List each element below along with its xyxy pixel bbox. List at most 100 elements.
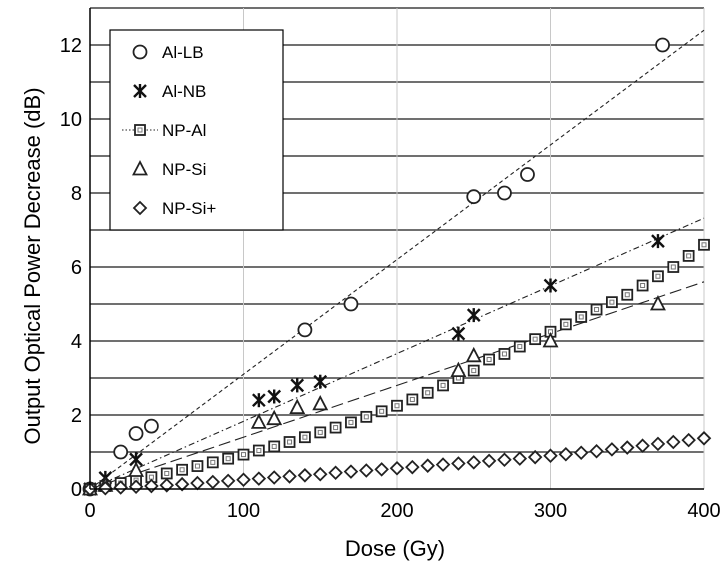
trend-line-np-si — [89, 281, 705, 490]
point-np-si — [289, 398, 306, 415]
point-np-al — [636, 279, 649, 292]
y-tick-label: 2 — [71, 405, 82, 427]
trend-lines — [89, 29, 705, 490]
y-tick-label: 6 — [71, 257, 82, 279]
point-al-lb — [128, 426, 144, 441]
legend-label-np-al: NP-Al — [162, 121, 206, 140]
point-np-al-inner — [701, 242, 707, 248]
point-np-si- — [589, 443, 604, 459]
point-np-al-inner — [594, 307, 600, 313]
point-np-al-inner — [333, 425, 339, 431]
point-np-al — [437, 379, 449, 392]
point-np-si- — [435, 457, 451, 472]
point-np-al — [268, 440, 281, 453]
legend-label-al-nb: Al-NB — [162, 82, 206, 101]
point-np-al-inner — [517, 344, 523, 350]
legend: Al-LB Al-NB NP-Al NP-Si NP-Si+ — [109, 29, 284, 231]
point-np-al — [345, 416, 357, 429]
point-np-si- — [297, 468, 313, 483]
point-np-al — [406, 393, 419, 406]
x-axis-title: Dose (Gy) — [345, 536, 445, 561]
point-np-si- — [681, 432, 696, 448]
x-tick-label: 200 — [380, 500, 413, 522]
point-np-al — [606, 296, 618, 309]
point-np-al-inner — [532, 336, 538, 342]
point-al-lb — [466, 189, 482, 205]
point-np-al — [329, 421, 342, 434]
point-np-al-inner — [563, 321, 569, 327]
point-np-al — [467, 364, 480, 377]
point-al-lb — [297, 322, 313, 338]
point-np-al-inner — [287, 439, 293, 445]
series-np-si — [82, 295, 666, 496]
point-np-si- — [205, 474, 221, 490]
point-np-al — [252, 444, 265, 457]
point-np-si- — [543, 448, 558, 463]
x-tick-label: 300 — [534, 500, 567, 522]
point-np-al-inner — [609, 299, 615, 305]
trend-line-al-lb — [89, 29, 705, 490]
point-np-si- — [236, 472, 251, 488]
point-al-lb — [343, 296, 359, 312]
point-np-si- — [696, 431, 712, 446]
point-np-al-inner — [225, 456, 231, 462]
point-np-al-inner — [379, 408, 385, 414]
point-al-lb — [655, 37, 670, 53]
point-al-nb — [466, 308, 481, 323]
point-np-si- — [604, 442, 620, 457]
point-np-si- — [497, 452, 512, 468]
point-np-al-inner — [686, 253, 692, 259]
point-np-si- — [359, 463, 374, 478]
point-np-al — [421, 386, 434, 399]
point-np-al — [360, 410, 373, 423]
legend-marker-np-al-inner — [137, 127, 143, 133]
point-np-si- — [466, 455, 482, 470]
point-np-al-inner — [194, 463, 200, 469]
point-np-al-inner — [394, 403, 400, 409]
point-np-si — [250, 413, 267, 429]
point-np-si — [465, 346, 482, 363]
point-al-nb — [290, 378, 305, 393]
point-np-si- — [128, 479, 144, 495]
point-np-si- — [527, 449, 543, 465]
point-np-al-inner — [256, 448, 262, 454]
point-np-si- — [113, 480, 128, 495]
point-np-al — [529, 333, 542, 346]
point-np-al — [575, 311, 588, 323]
point-np-si- — [220, 473, 236, 489]
point-np-al — [298, 431, 311, 444]
trend-line-al-nb — [89, 217, 705, 490]
series-al-lb — [82, 37, 670, 497]
point-np-al-inner — [348, 419, 354, 425]
point-np-si — [450, 361, 467, 378]
point-np-al — [314, 426, 327, 439]
point-np-al-inner — [440, 382, 446, 388]
point-np-si- — [266, 470, 282, 485]
point-np-al-inner — [425, 390, 431, 396]
point-np-si- — [251, 471, 267, 486]
tick-labels: 0 100 200 300 400 0 2 4 6 8 10 12 — [60, 35, 721, 522]
point-np-al — [621, 288, 634, 301]
y-axis-title: Output Optical Power Decrease (dB) — [20, 87, 45, 444]
point-np-al-inner — [363, 414, 369, 420]
y-tick-label: 0 — [71, 479, 82, 501]
point-np-al — [191, 460, 204, 472]
point-np-si- — [650, 436, 666, 452]
point-al-nb — [252, 393, 266, 408]
point-np-al — [237, 448, 250, 461]
point-np-al-inner — [486, 357, 492, 362]
x-tick-label: 0 — [84, 500, 95, 522]
series-np-al — [84, 238, 710, 495]
data-points — [82, 37, 712, 497]
point-np-al — [498, 348, 511, 360]
point-np-al-inner — [409, 396, 415, 402]
series-al-nb — [83, 234, 665, 496]
axes — [89, 8, 704, 490]
point-np-al-inner — [317, 429, 323, 435]
legend-marker-al-nb — [133, 84, 147, 98]
point-np-al-inner — [179, 467, 185, 473]
point-np-al-inner — [640, 283, 646, 288]
point-np-al — [222, 452, 235, 465]
y-tick-label: 10 — [60, 109, 82, 131]
